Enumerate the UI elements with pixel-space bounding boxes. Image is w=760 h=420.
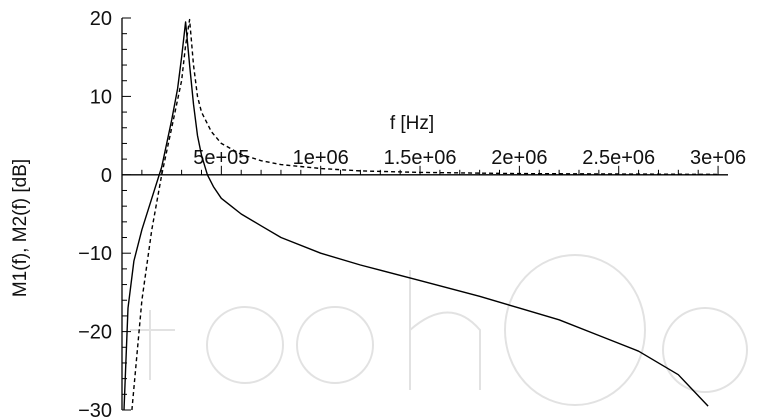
y-tick-label: 10 <box>90 86 112 108</box>
x-tick-label: 1e+06 <box>293 147 349 169</box>
y-tick-label: 0 <box>101 165 112 187</box>
y-tick-label: −20 <box>78 322 112 344</box>
x-tick-label: 2e+06 <box>491 147 547 169</box>
y-tick-label: −10 <box>78 243 112 265</box>
x-tick-label: 1.5e+06 <box>384 147 457 169</box>
x-tick-label: 2.5e+06 <box>582 147 655 169</box>
axes: 20 10 0 −10 −20 −30 5e+05 1e+06 1.5e+06 2e+06 2.5e… <box>78 8 746 420</box>
y-axis-label: M1(f), M2(f) [dB] <box>10 159 31 297</box>
watermark <box>130 254 748 406</box>
x-tick-label: 3e+06 <box>690 147 746 169</box>
y-tick-label: 20 <box>90 8 112 30</box>
y-tick-label: −30 <box>78 400 112 420</box>
series-m2-dashed-line <box>131 18 719 411</box>
x-tick-label: 5e+05 <box>193 147 249 169</box>
series-layer <box>123 18 719 411</box>
x-axis-label: f [Hz] <box>390 113 434 134</box>
series-m1-solid-line <box>123 21 709 411</box>
